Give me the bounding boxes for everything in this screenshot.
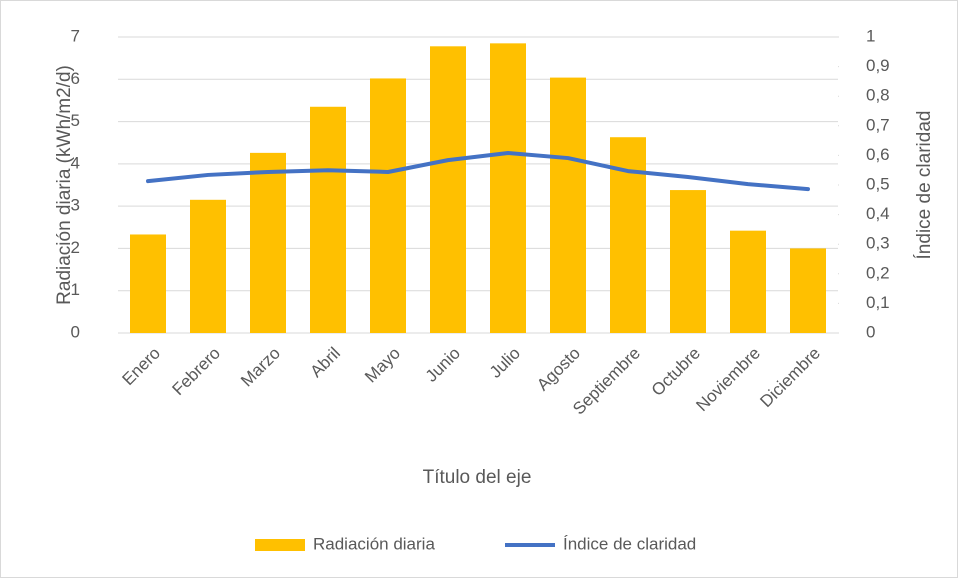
y2-tick-label: 0,6	[866, 145, 890, 164]
bar	[250, 152, 286, 333]
bar	[490, 43, 526, 333]
y2-tick-label: 0,7	[866, 115, 890, 134]
y-tick-label: 6	[71, 69, 80, 88]
y-tick-label: 5	[71, 111, 80, 130]
bar	[310, 106, 346, 334]
y2-tick-label: 0,2	[866, 263, 890, 282]
bar	[430, 46, 466, 333]
y2-tick-label: 0,1	[866, 293, 890, 312]
y-axis-title: Radiación diaria (kWh/m2/d)	[54, 65, 75, 305]
y2-axis-title: Índice de claridad	[914, 111, 935, 260]
legend-swatch	[255, 539, 305, 551]
y-tick-label: 7	[71, 26, 80, 45]
y2-tick-label: 0,8	[866, 86, 890, 105]
legend-label: Radiación diaria	[313, 534, 435, 553]
y2-tick-label: 0,9	[866, 56, 890, 75]
y2-tick-label: 0,4	[866, 204, 890, 223]
y-tick-label: 0	[71, 322, 80, 341]
y2-tick-label: 1	[866, 26, 875, 45]
y2-tick-label: 0,5	[866, 174, 890, 193]
bar	[730, 230, 766, 333]
y-tick-label: 2	[71, 238, 80, 257]
bar	[670, 190, 706, 333]
bar	[550, 77, 586, 333]
legend-label: Índice de claridad	[563, 534, 696, 553]
y2-tick-label: 0	[866, 322, 875, 341]
line	[146, 151, 810, 192]
bar	[790, 248, 826, 333]
bar	[190, 199, 226, 333]
x-axis-title: Título del eje	[423, 467, 532, 488]
y2-tick-label: 0,3	[866, 234, 890, 253]
y-tick-label: 1	[71, 280, 80, 299]
bar	[130, 234, 166, 333]
y-tick-label: 4	[71, 153, 80, 172]
bar	[370, 78, 406, 333]
y-tick-label: 3	[71, 196, 80, 215]
